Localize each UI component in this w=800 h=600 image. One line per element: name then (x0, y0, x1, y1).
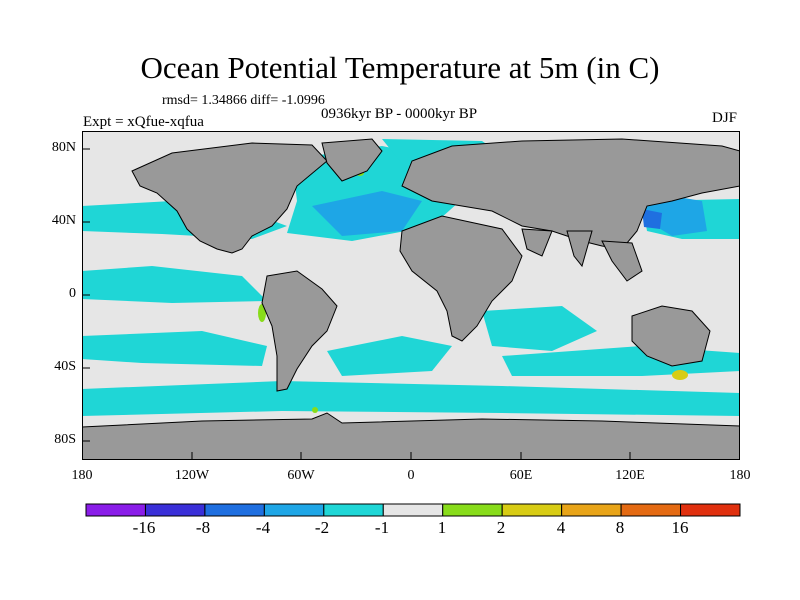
australia (631, 305, 711, 367)
greenland (321, 138, 383, 182)
time-period: 0936kyr BP - 0000kyr BP (321, 106, 478, 122)
colorbar-box-7 (501, 503, 563, 517)
experiment-label: Expt = xQfue-xqfua (83, 114, 204, 130)
colorbar-label-m1: -1 (374, 518, 390, 537)
axis-ticks (82, 148, 631, 460)
indian-ocean-cyan (482, 306, 597, 351)
lon-label-60w: 60W (287, 468, 315, 483)
colorbar-label-p4: 4 (556, 518, 566, 537)
colorbar-label-m4: -4 (255, 518, 271, 537)
arabia (521, 228, 553, 257)
antarctic-peninsula-green (312, 407, 318, 413)
eurasia (401, 138, 740, 250)
tropical-pacific-cyan (82, 266, 267, 303)
colorbar-box-9 (620, 503, 682, 517)
colorbar (85, 503, 741, 517)
lat-label-80n: 80N (51, 140, 76, 155)
colorbar-label-p16: 16 (671, 518, 689, 537)
cool-anomaly-regions (82, 139, 740, 416)
colorbar-box-1 (144, 503, 206, 517)
india (566, 230, 593, 268)
colorbar-box-5 (382, 503, 444, 517)
season-label: DJF (712, 110, 738, 126)
south-america (261, 270, 338, 392)
lon-label-180e: 180 (729, 468, 751, 483)
colorbar-box-8 (561, 503, 622, 517)
colorbar-label-m2: -2 (314, 518, 330, 537)
colorbar-box-4 (323, 503, 384, 517)
lat-label-0: 0 (69, 286, 76, 301)
lon-label-60e: 60E (509, 468, 533, 483)
lat-label-80s: 80S (54, 432, 76, 447)
colorbar-label-p1: 1 (437, 518, 447, 537)
colorbar-box-6 (442, 503, 503, 517)
colorbar-label-p2: 2 (496, 518, 506, 537)
antarctica (82, 412, 740, 460)
colorbar-label-p8: 8 (615, 518, 625, 537)
north-atlantic-lightblue (312, 191, 422, 236)
colorbar-box-2 (204, 503, 265, 517)
tasman-sea-yellow (672, 370, 688, 380)
southeast-asia (601, 240, 643, 282)
land-masses (82, 138, 740, 460)
lon-label-180w: 180 (71, 468, 93, 483)
lon-label-120w: 120W (174, 468, 210, 483)
lat-label-40s: 40S (54, 359, 76, 374)
south-atlantic-cyan (327, 336, 452, 376)
nw-pacific-blue-core (642, 209, 662, 229)
colorbar-label-m16: -16 (132, 518, 156, 537)
africa (399, 215, 523, 342)
colorbar-box-0 (85, 503, 146, 517)
ocean-temperature-map (82, 131, 740, 460)
south-pacific-cyan (82, 331, 267, 366)
lat-label-40n: 40N (51, 213, 76, 228)
lon-label-0: 0 (407, 468, 415, 483)
rmsd-diff-stats: rmsd= 1.34866 diff= -1.0996 (162, 93, 325, 108)
colorbar-label-m8: -8 (195, 518, 211, 537)
lon-label-120e: 120E (615, 468, 645, 483)
colorbar-box-10 (680, 503, 741, 517)
north-america (131, 142, 328, 254)
southern-ocean-cyan (82, 381, 740, 416)
colorbar-boxes (85, 503, 741, 517)
chart-title: Ocean Potential Temperature at 5m (in C) (140, 50, 660, 85)
colorbar-box-3 (263, 503, 325, 517)
